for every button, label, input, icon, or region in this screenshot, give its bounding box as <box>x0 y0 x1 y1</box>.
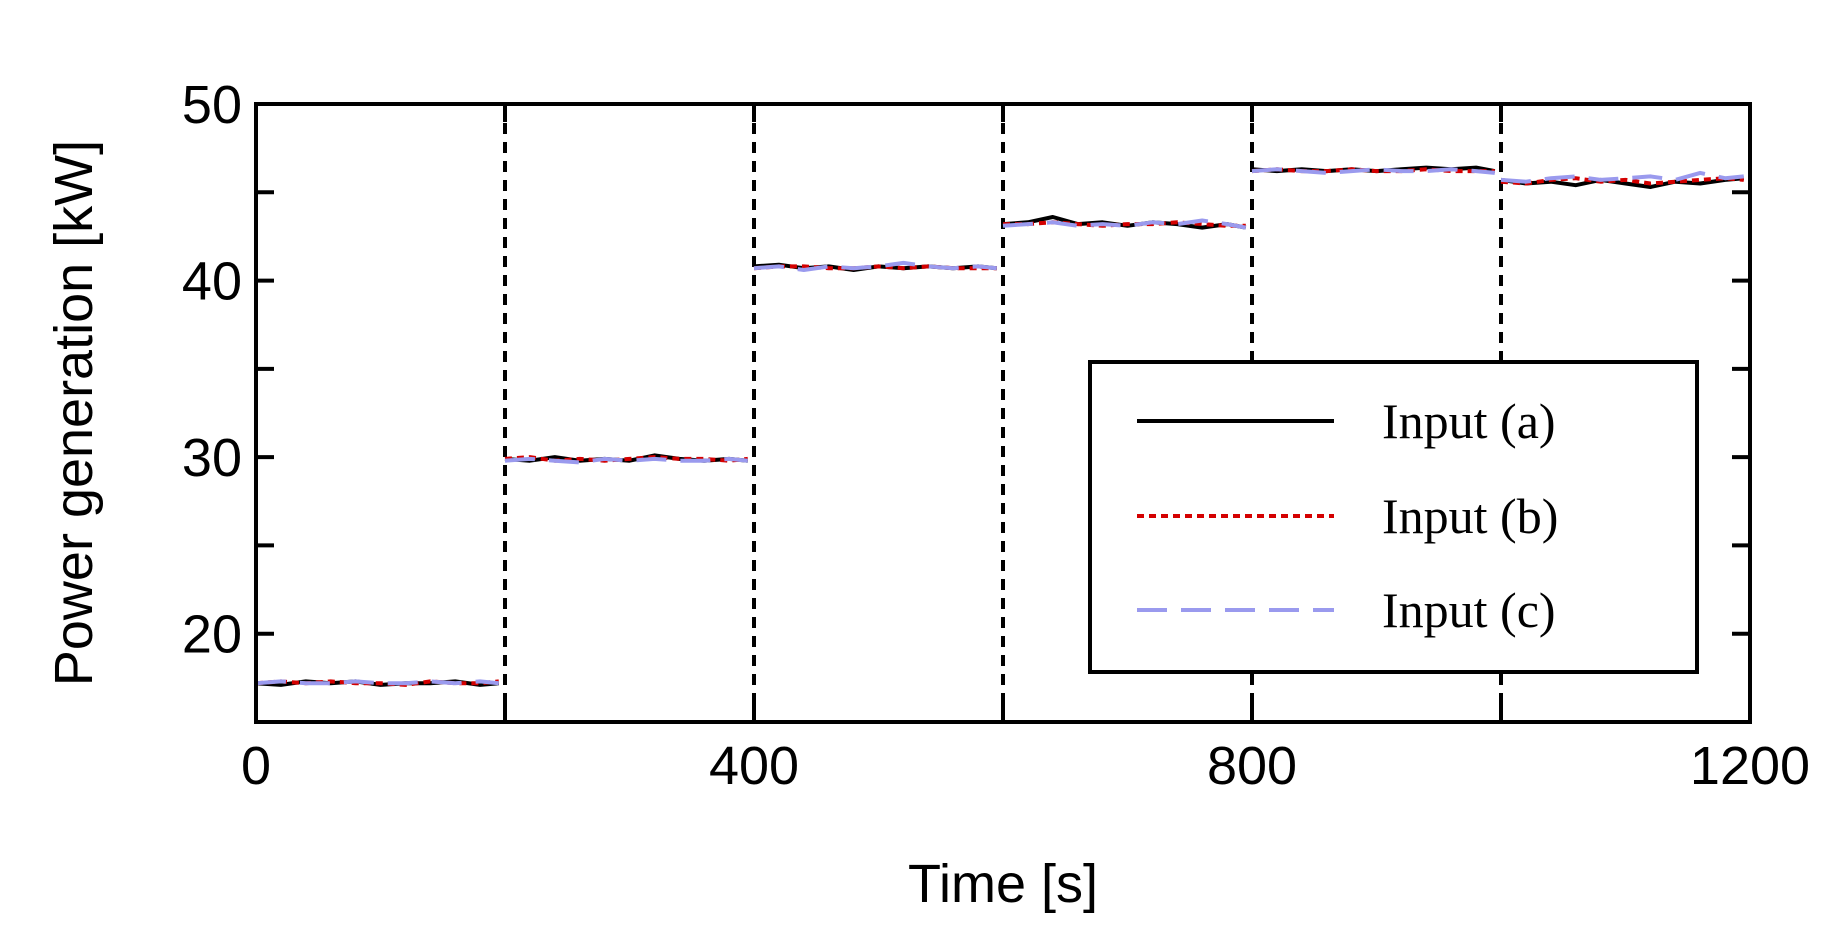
series-layer <box>255 165 1744 687</box>
x-tick-label: 0 <box>241 736 271 796</box>
y-tick-label: 30 <box>182 428 242 488</box>
legend: Input (a) Input (b) Input (c) <box>1088 360 1699 674</box>
x-tick-label: 800 <box>1207 736 1297 796</box>
y-tick-label: 50 <box>182 75 242 135</box>
series-line <box>1003 220 1246 228</box>
legend-label: Input (b) <box>1382 488 1558 544</box>
y-tick-label: 40 <box>182 252 242 312</box>
series-line <box>753 264 997 271</box>
series-input-b <box>255 167 1744 687</box>
y-tick-labels: 20 30 40 50 <box>182 75 242 665</box>
y-tick-label: 20 <box>182 605 242 665</box>
x-axis-title: Time [s] <box>908 854 1098 914</box>
x-tick-label: 400 <box>709 736 799 796</box>
legend-label: Input (c) <box>1382 582 1556 638</box>
series-line <box>504 455 748 463</box>
series-line <box>1251 167 1495 174</box>
x-tick-label: 1200 <box>1690 736 1810 796</box>
x-tick-labels: 0 400 800 1200 <box>241 736 1810 796</box>
legend-label: Input (a) <box>1382 393 1556 449</box>
series-line <box>255 679 499 687</box>
axis-ticks <box>256 104 1750 722</box>
y-axis-title: Power generation [kW] <box>44 140 104 686</box>
series-line <box>1500 176 1744 186</box>
